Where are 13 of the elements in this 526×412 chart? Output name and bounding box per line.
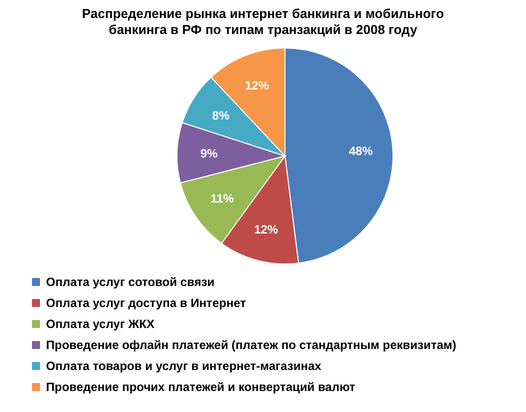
legend-label: Оплата товаров и услуг в интернет-магазинах [46,359,322,373]
data-label: 11% [210,192,234,206]
legend-label: Проведение прочих платежей и конвертаций валют [46,380,356,394]
legend-label: Оплата услуг сотовой связи [46,275,215,289]
legend-label: Оплата услуг доступа в Интернет [46,296,246,310]
data-label: 48% [348,144,374,158]
data-label: 9% [200,146,218,161]
legend-label: Оплата услуг ЖКХ [46,317,154,331]
data-label: 8% [212,108,230,122]
chart-title: Распределение рынка интернет банкинга и мобильного банкинга в РФ по типам транзакций в 2008 году [81,6,445,38]
data-label: 12% [245,78,270,92]
data-label: 12% [254,222,278,237]
legend-label: Проведение офлайн платежей (платеж по стандартным реквизитам) [46,338,456,352]
